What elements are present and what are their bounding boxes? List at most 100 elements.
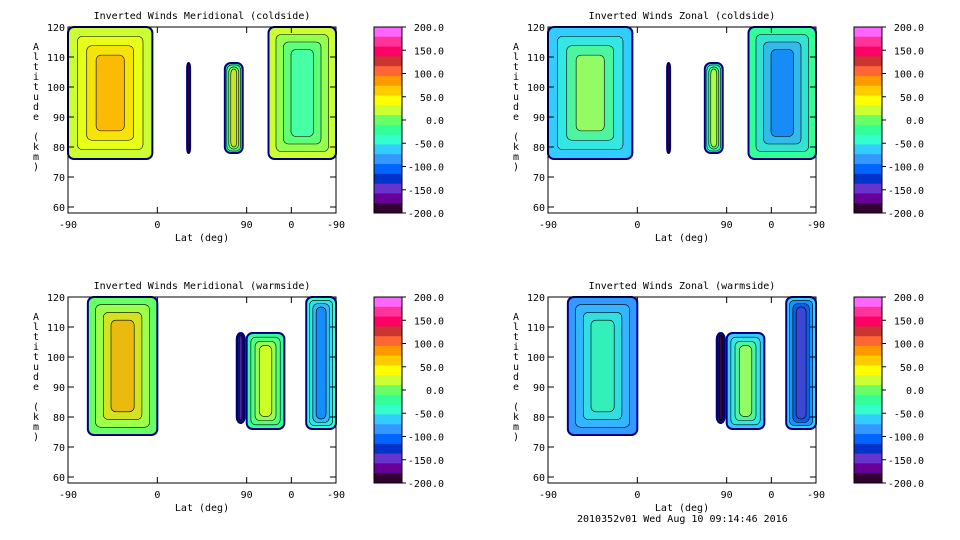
colorbar-label: -200.0 (888, 479, 924, 490)
colorbar-swatch (374, 85, 402, 97)
colorbar-swatch (854, 66, 882, 77)
colorbar-label: 150.0 (894, 316, 924, 327)
colorbar-swatch (854, 27, 882, 38)
colorbar-label: -150.0 (408, 186, 444, 197)
contour-band (290, 49, 314, 137)
colorbar-swatch (854, 193, 882, 204)
contour-lines-2 (237, 333, 245, 423)
x-tick-label: -90 (327, 220, 345, 231)
y-tick-label: 110 (527, 323, 545, 334)
x-tick-label: 90 (241, 220, 253, 231)
colorbar-label: -150.0 (888, 186, 924, 197)
x-tick-label: 90 (721, 490, 733, 501)
y-tick-label: 80 (533, 413, 545, 424)
colorbar-label: 200.0 (414, 293, 444, 304)
colorbar-swatch (374, 306, 402, 318)
contour-lines-1 (77, 36, 144, 150)
colorbar-label: 200.0 (414, 23, 444, 34)
chart-title: Inverted Winds Meridional (warmside) (94, 281, 311, 292)
x-tick-label: -90 (539, 490, 557, 501)
y-tick-label: 90 (533, 113, 545, 124)
colorbar-swatch (854, 56, 882, 67)
x-axis-label: Lat (deg) (175, 503, 229, 514)
colorbar-label: 100.0 (414, 70, 444, 81)
contour-band (719, 335, 723, 421)
colorbar: 200.0 150.0 100.0 50.0 0.0 -50.0 -100.0 -150.0 -… (373, 293, 444, 490)
x-tick-label: -90 (59, 220, 77, 231)
colorbar-swatch (854, 424, 882, 435)
colorbar-swatch (854, 297, 882, 308)
x-tick-label: 0 (634, 220, 640, 231)
chart-title: Inverted Winds Meridional (coldside) (94, 11, 311, 22)
contour-lines-4 (275, 34, 329, 152)
y-tick-label: 60 (533, 203, 545, 214)
x-tick-label: 0 (154, 220, 160, 231)
y-tick-label: 90 (53, 113, 65, 124)
colorbar-swatch (374, 115, 402, 126)
colorbar-label: -100.0 (408, 163, 444, 174)
colorbar-swatch (374, 345, 402, 357)
colorbar-label: 50.0 (900, 93, 924, 104)
y-tick-label: 70 (53, 173, 65, 184)
colorbar-swatch (374, 173, 402, 185)
colorbar-swatch (374, 355, 402, 367)
x-tick-label: 90 (241, 490, 253, 501)
x-tick-label: -90 (59, 490, 77, 501)
contour-lines-3 (730, 336, 761, 426)
colorbar-swatch (374, 453, 402, 464)
colorbar-label: 150.0 (414, 46, 444, 57)
y-tick-label: 60 (53, 473, 65, 484)
x-tick-label: 0 (634, 490, 640, 501)
y-tick-label: 80 (53, 143, 65, 154)
chart-panel-4: Inverted Winds Zonal (warmside) -90 0 90 0 -9… (513, 281, 924, 514)
y-tick-label: 90 (533, 383, 545, 394)
colorbar-swatch (854, 414, 882, 425)
colorbar-label: 0.0 (906, 116, 924, 127)
colorbar-label: 0.0 (426, 386, 444, 397)
contour-lines-1 (575, 304, 630, 428)
colorbar-label: 100.0 (414, 340, 444, 351)
contour-lines-2 (187, 63, 191, 153)
x-tick-label: -90 (807, 220, 825, 231)
y-tick-label: 70 (533, 443, 545, 454)
colorbar-label: 0.0 (906, 386, 924, 397)
colorbar-swatch (374, 385, 402, 396)
contour-lines-3 (706, 64, 722, 152)
colorbar-swatch (374, 414, 402, 425)
contour-band (590, 319, 615, 413)
colorbar-swatch (374, 105, 402, 116)
colorbar-swatch (374, 183, 402, 194)
colorbar-swatch (854, 434, 882, 445)
x-tick-label: -90 (807, 490, 825, 501)
colorbar-swatch (374, 203, 402, 214)
y-tick-label: 100 (47, 83, 65, 94)
colorbar-label: -150.0 (888, 456, 924, 467)
colorbar-swatch (854, 124, 882, 136)
y-tick-label: 110 (47, 53, 65, 64)
y-tick-label: 60 (533, 473, 545, 484)
colorbar-swatch (374, 394, 402, 406)
colorbar-swatch (374, 134, 402, 145)
colorbar-swatch (374, 164, 402, 175)
colorbar-swatch (854, 46, 882, 57)
contour-lines-4 (789, 300, 813, 426)
chart-panel-2: Inverted Winds Zonal (coldside) -90 0 90 0 -9… (513, 11, 924, 244)
plot-frame (547, 296, 817, 484)
x-axis-label: Lat (deg) (175, 233, 229, 244)
colorbar-swatch (374, 434, 402, 445)
colorbar-swatch (374, 154, 402, 165)
x-tick-label: 0 (288, 490, 294, 501)
colorbar-swatch (854, 306, 882, 318)
contour-lines-2 (667, 63, 671, 153)
colorbar-swatch (374, 404, 402, 415)
colorbar-label: 100.0 (894, 340, 924, 351)
colorbar-swatch (854, 404, 882, 415)
colorbar-swatch (374, 27, 402, 38)
colorbar-swatch (854, 326, 882, 337)
contour-lines-4 (309, 300, 333, 426)
y-tick-label: 100 (527, 83, 545, 94)
colorbar-swatch (374, 375, 402, 386)
y-tick-label: 70 (53, 443, 65, 454)
contour-band (110, 319, 135, 413)
